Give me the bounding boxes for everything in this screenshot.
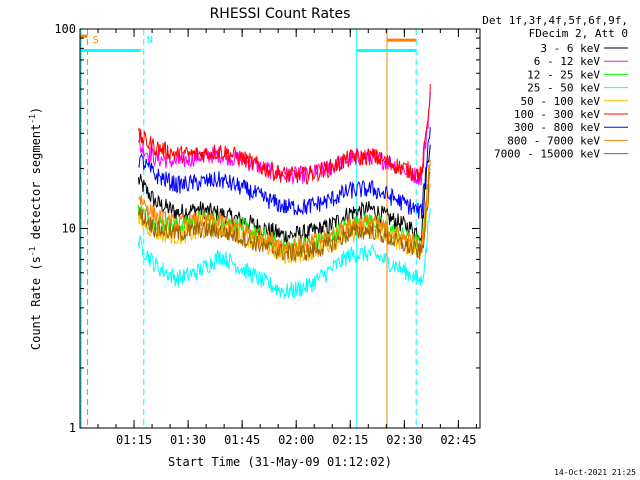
series-line-8 <box>137 171 431 263</box>
series-line-7 <box>138 159 431 256</box>
y-axis-ticks: 1 10 100 <box>54 22 480 435</box>
legend-label-5: 100 - 300 keV <box>514 108 600 121</box>
legend-label-7: 800 - 7000 keV <box>507 134 600 147</box>
annotation-s: S <box>93 35 99 46</box>
series-line-3 <box>137 208 431 299</box>
legend-label-1: 6 - 12 keV <box>534 55 601 68</box>
x-tick-label-5: 02:30 <box>386 433 422 447</box>
legend-label-8: 7000 - 15000 keV <box>494 148 600 161</box>
legend-header-line-1: Det 1f,3f,4f,5f,6f,9f, <box>482 14 628 27</box>
render-timestamp: 14-Oct-2021 21:25 <box>554 468 636 477</box>
x-tick-label-0: 01:15 <box>116 433 152 447</box>
y-axis-label: Count Rate (s-1 detector segment-1) <box>28 107 43 350</box>
y-tick-label-1: 10 <box>62 222 76 236</box>
legend-label-2: 12 - 25 keV <box>527 68 600 81</box>
series-line-6 <box>137 127 431 219</box>
chart-title: RHESSI Count Rates <box>210 6 351 22</box>
legend-label-6: 300 - 800 keV <box>514 121 600 134</box>
y-axis-label-sup: -1 <box>28 246 37 256</box>
legend: Det 1f,3f,4f,5f,6f,9f, FDecim 2, Att 0 3… <box>482 14 628 161</box>
x-axis-ticks: 01:15 01:30 01:45 02:00 02:15 02:30 02:45 <box>97 29 477 447</box>
x-tick-label-2: 01:45 <box>224 433 260 447</box>
annotation-n: N <box>147 35 153 46</box>
legend-label-0: 3 - 6 keV <box>540 42 600 55</box>
x-tick-label-1: 01:30 <box>170 433 206 447</box>
series-line-5 <box>137 83 431 186</box>
legend-label-4: 50 - 100 keV <box>521 95 601 108</box>
y-axis-label-tail: detector segment <box>29 124 43 247</box>
x-tick-label-4: 02:15 <box>332 433 368 447</box>
plot-frame <box>79 28 481 429</box>
y-axis-label-sup2: -1 <box>28 114 37 124</box>
legend-label-3: 25 - 50 keV <box>527 82 600 95</box>
series-line-0 <box>137 144 431 245</box>
legend-header-line-2: FDecim 2, Att 0 <box>529 27 628 40</box>
x-tick-label-6: 02:45 <box>440 433 476 447</box>
series-lines <box>137 83 431 299</box>
x-tick-label-3: 02:00 <box>278 433 314 447</box>
x-axis-label: Start Time (31-May-09 01:12:02) <box>168 455 392 469</box>
y-tick-label-2: 100 <box>54 22 76 36</box>
y-tick-label-0: 1 <box>69 421 76 435</box>
y-axis-label-main: Count Rate (s <box>29 256 43 350</box>
y-axis-label-close: ) <box>29 107 43 114</box>
